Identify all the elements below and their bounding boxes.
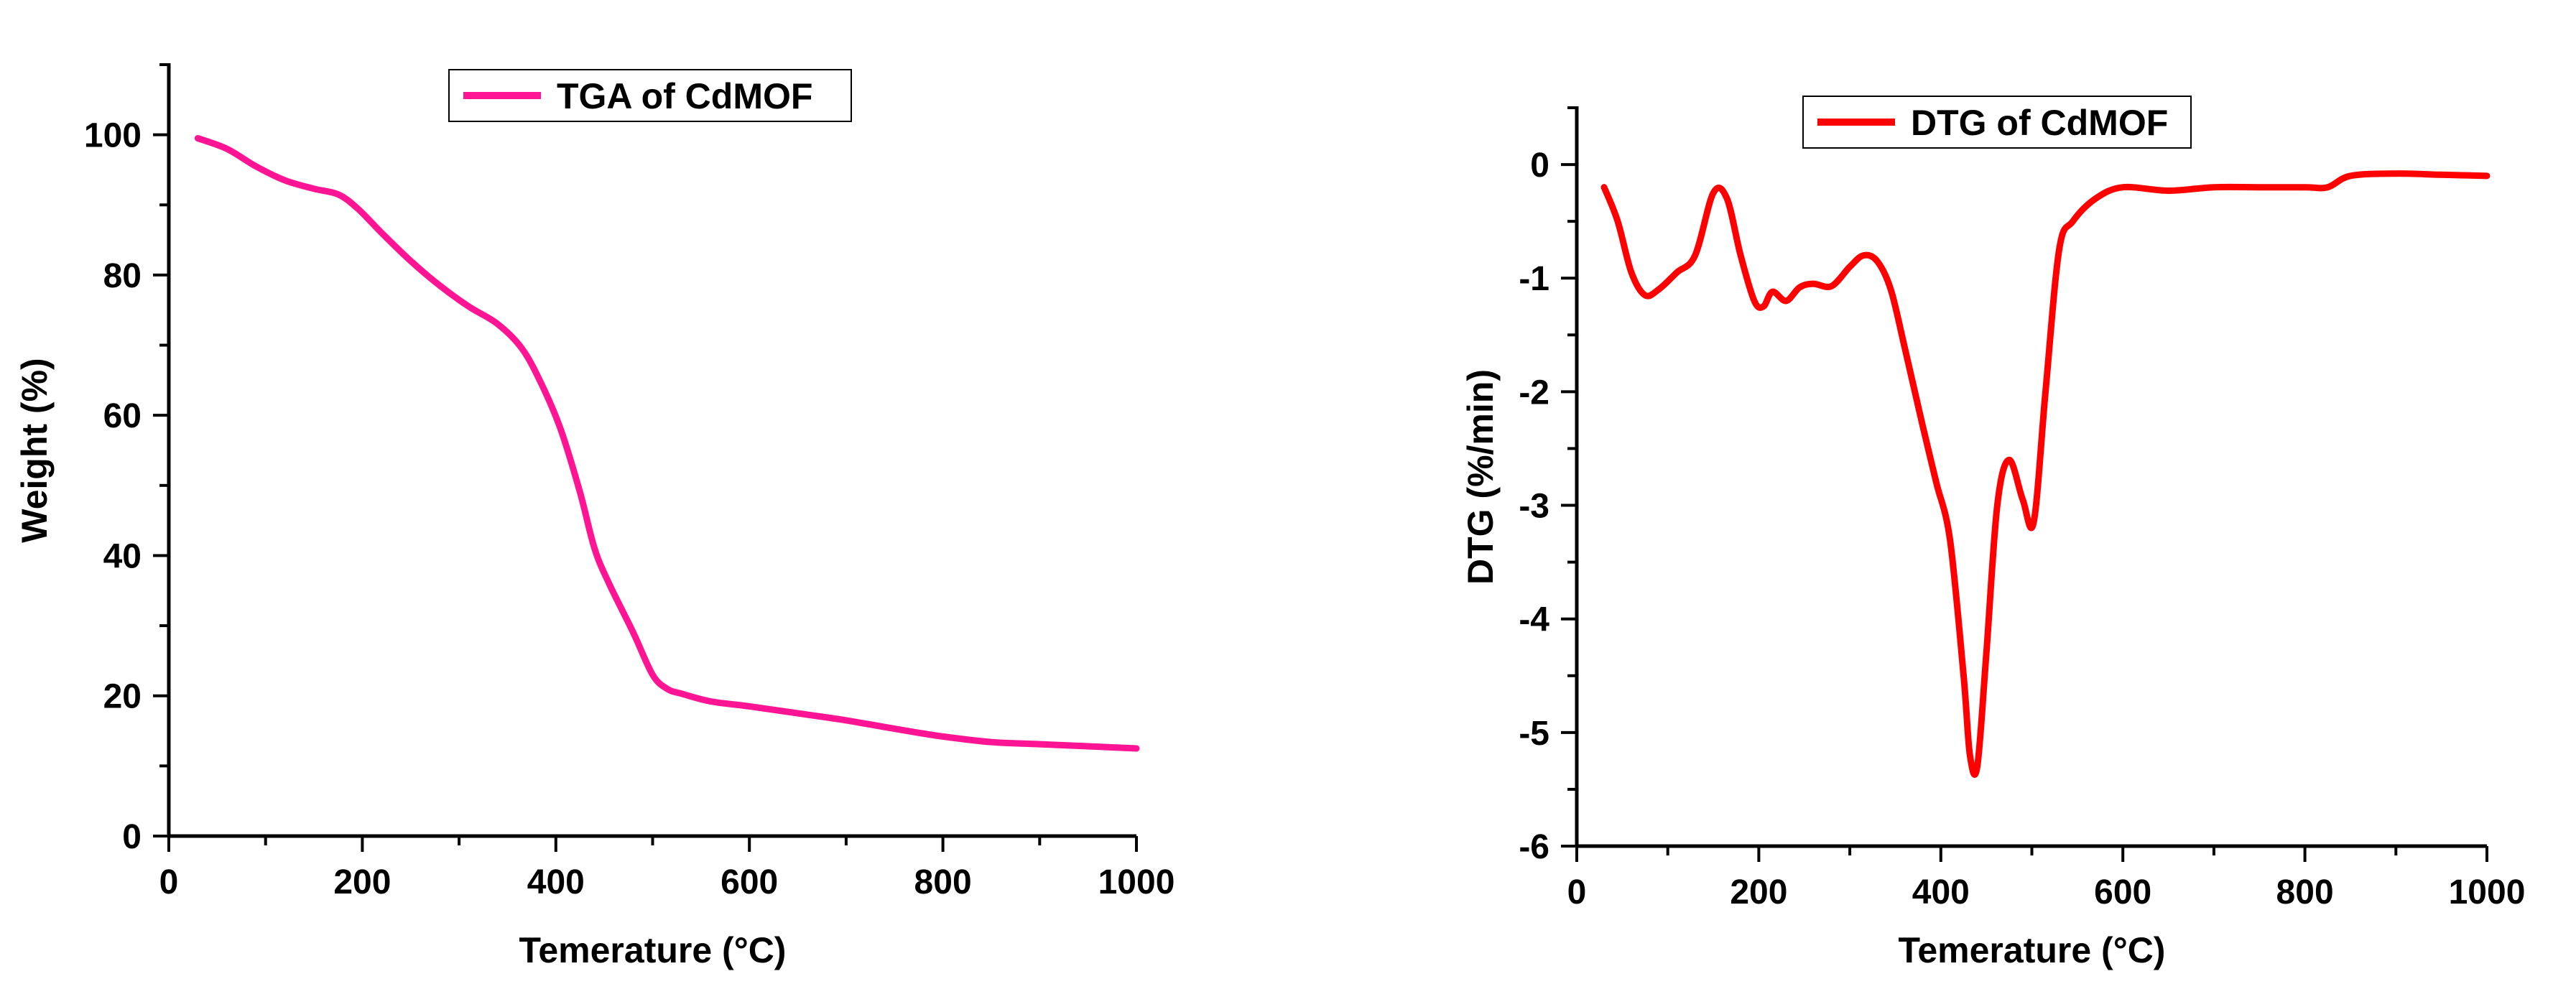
y-tick-label: -3 — [1519, 488, 1549, 526]
x-tick-label: 200 — [333, 863, 391, 901]
x-tick-label: 1000 — [2449, 873, 2526, 911]
tga-chart: 0 200 400 600 800 1000 0 20 40 60 80 100 Temerature … — [14, 63, 1175, 970]
y-tick-label: 40 — [103, 537, 142, 575]
x-tick-label: 200 — [1730, 873, 1787, 911]
y-tick-label: -1 — [1519, 260, 1549, 298]
x-tick-label: 1000 — [1098, 863, 1175, 901]
legend-label: DTG of CdMOF — [1911, 103, 2168, 143]
x-tick-label: 600 — [2094, 873, 2151, 911]
series-line — [1600, 170, 2491, 778]
x-tick-label: 0 — [159, 863, 179, 901]
legend-label: TGA of CdMOF — [557, 76, 812, 116]
y-tick-label: 0 — [1530, 147, 1549, 185]
y-tick-label: 80 — [103, 257, 142, 295]
x-tick-label: 0 — [1567, 873, 1587, 911]
y-tick-label: -4 — [1519, 601, 1549, 639]
y-tick-label: 100 — [84, 117, 142, 155]
x-tick-label: 400 — [1912, 873, 1970, 911]
x-tick-label: 800 — [2276, 873, 2334, 911]
x-tick-label: 800 — [914, 863, 972, 901]
dtg-chart: 0 200 400 600 800 1000 0 -1 -2 -3 -4 -5 -6 Temerature… — [1460, 96, 2525, 970]
y-tick-label: 60 — [103, 397, 142, 435]
x-tick-label: 400 — [527, 863, 585, 901]
x-axis-title: Temerature (°C) — [1899, 930, 2166, 970]
series-line — [194, 135, 1140, 752]
y-tick-label: -2 — [1519, 373, 1549, 412]
y-tick-label: -5 — [1519, 715, 1549, 753]
y-tick-label: -6 — [1519, 828, 1549, 866]
y-tick-label: 0 — [122, 818, 142, 856]
y-axis-title: DTG (%/min) — [1460, 369, 1501, 585]
y-axis-title: Weight (%) — [14, 358, 55, 542]
y-tick-label: 20 — [103, 678, 142, 716]
x-tick-label: 600 — [721, 863, 778, 901]
x-axis-title: Temerature (°C) — [519, 930, 787, 970]
